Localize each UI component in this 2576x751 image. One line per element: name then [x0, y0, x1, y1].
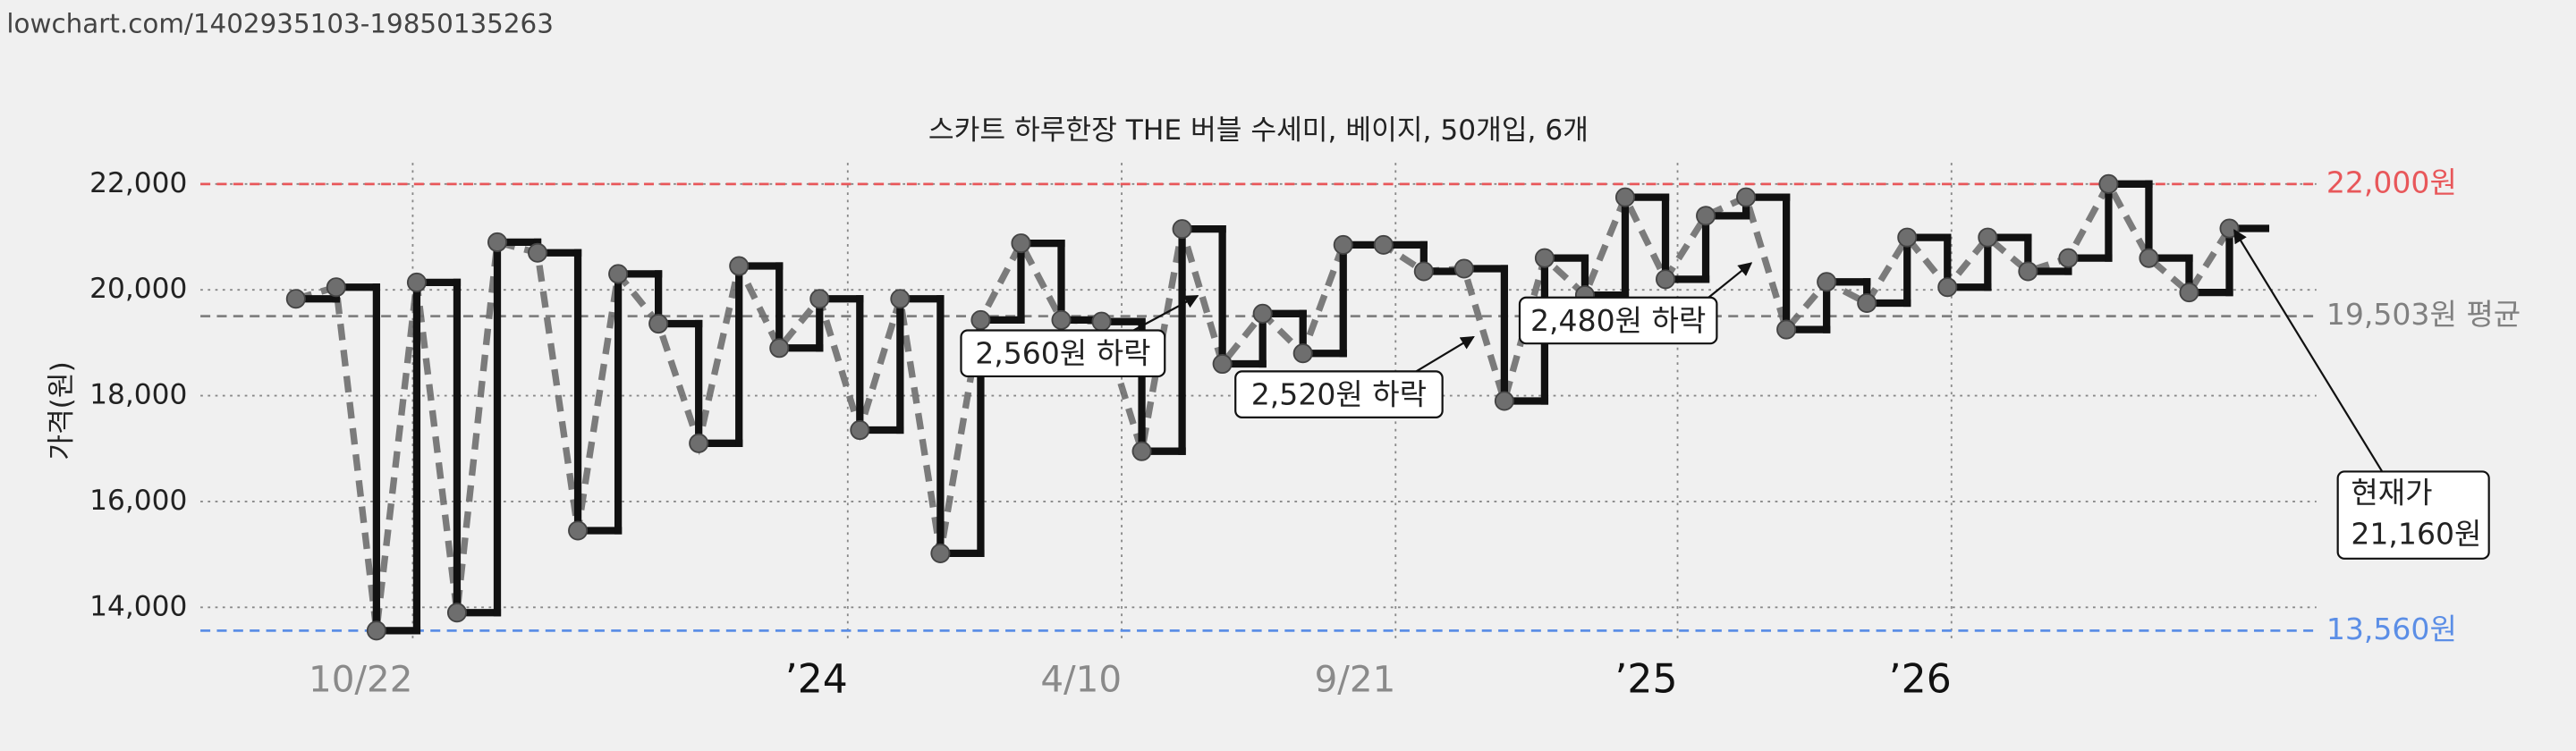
x-tick-label: ’25: [1614, 657, 1677, 703]
price-point: [729, 256, 750, 276]
price-point: [970, 309, 991, 330]
annotation-label: 2,480원 하락: [1530, 303, 1706, 338]
price-point: [1252, 303, 1273, 324]
price-point: [2179, 283, 2199, 303]
price-point: [2018, 261, 2038, 282]
price-point: [769, 338, 790, 359]
price-point: [528, 242, 548, 263]
y-tick-label: 18,000: [89, 379, 187, 411]
annotation-box: [1234, 370, 1444, 418]
price-point: [1172, 219, 1192, 240]
price-point: [1817, 272, 1837, 292]
annotation-label: 현재가: [2351, 476, 2432, 511]
price-point: [809, 289, 830, 309]
source-url: lowchart.com/1402935103-19850135263: [6, 8, 554, 38]
chart-title: 스카트 하루한장 THE 버블 수세미, 베이지, 50개입, 6개: [928, 114, 1589, 147]
price-point: [568, 520, 589, 541]
price-point: [1897, 227, 1918, 248]
reference-label: 19,503원 평균: [2326, 297, 2521, 332]
price-point: [487, 232, 508, 252]
annotation-box: [1518, 296, 1718, 345]
y-tick-label: 22,000: [89, 167, 187, 199]
price-point: [890, 289, 911, 309]
price-point: [2139, 248, 2159, 268]
price-point: [1413, 261, 1434, 282]
price-point: [1857, 292, 1877, 313]
x-tick-label: ’24: [785, 657, 848, 703]
price-point: [1051, 309, 1072, 330]
annotation-box: [2336, 470, 2490, 560]
y-axis-label: 가격(원): [46, 361, 78, 460]
price-point: [850, 420, 870, 441]
price-point: [1292, 343, 1313, 364]
y-tick-label: 16,000: [89, 485, 187, 517]
price-point: [1656, 269, 1676, 290]
x-tick-label: ’26: [1889, 657, 1952, 703]
price-point: [1534, 248, 1555, 268]
price-point: [1453, 258, 1474, 279]
price-point: [326, 277, 346, 298]
x-tick-label: 4/10: [1040, 658, 1122, 701]
annotation-label: 2,520원 하락: [1251, 376, 1427, 411]
price-point: [1937, 277, 1958, 298]
annotation-label: 2,560원 하락: [975, 336, 1150, 371]
price-point: [608, 264, 629, 284]
price-point: [1696, 206, 1716, 226]
price-point: [1333, 234, 1353, 255]
annotation-arrow: [1707, 262, 1753, 299]
annotation-arrow: [1415, 335, 1475, 373]
price-point: [446, 603, 467, 623]
price-point: [1614, 187, 1636, 207]
price-point: [366, 620, 386, 641]
price-point: [1978, 227, 1998, 248]
y-tick-label: 14,000: [89, 590, 187, 622]
x-tick-label: 10/22: [309, 658, 412, 701]
annotation-box: [960, 329, 1166, 378]
price-point: [1494, 391, 1514, 411]
price-point: [689, 433, 709, 453]
price-point: [1212, 354, 1233, 375]
price-point: [1776, 319, 1797, 340]
price-point: [1131, 441, 1152, 461]
y-tick-label: 20,000: [89, 273, 187, 305]
price-point: [1736, 187, 1757, 207]
price-point: [930, 543, 951, 563]
annotation-arrow: [1132, 294, 1199, 332]
x-tick-label: 9/21: [1315, 658, 1396, 701]
reference-label: 13,560원: [2326, 612, 2457, 646]
reference-label: 22,000원: [2326, 165, 2457, 199]
price-point: [2098, 173, 2119, 194]
price-point: [1011, 233, 1031, 254]
annotation-arrow: [2233, 229, 2384, 473]
annotation-label: 21,160원: [2351, 517, 2481, 552]
price-point: [2058, 248, 2079, 268]
price-point: [1091, 311, 1112, 332]
price-point: [406, 272, 427, 292]
price-point: [1373, 234, 1394, 255]
price-point: [285, 289, 306, 309]
price-point: [2219, 218, 2240, 239]
price-point: [648, 314, 669, 334]
